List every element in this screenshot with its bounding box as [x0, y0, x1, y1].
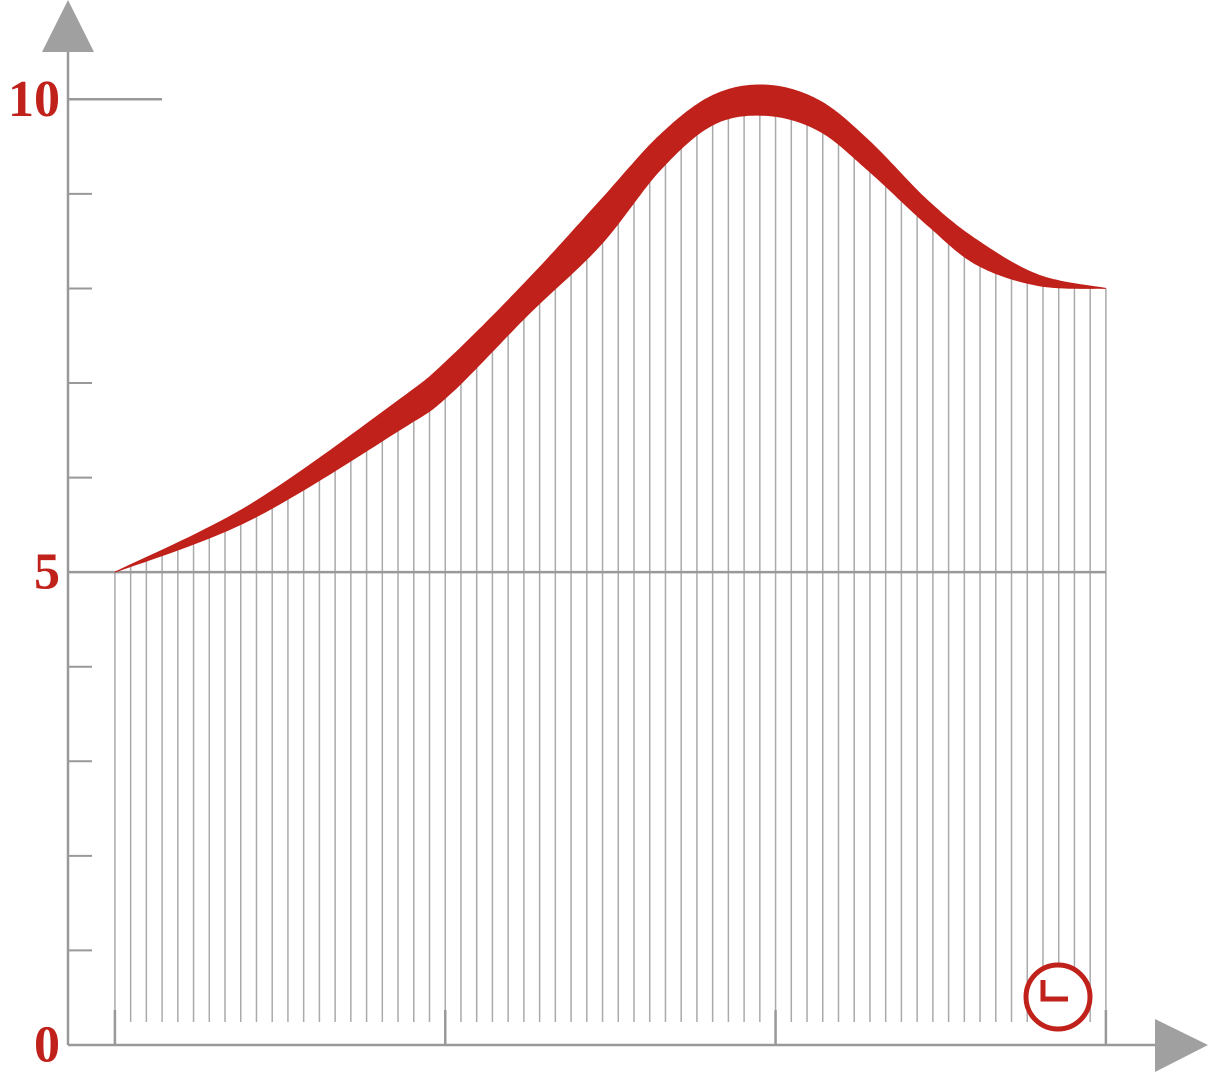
clock-hands — [1040, 980, 1068, 1002]
clock-icon — [1023, 962, 1093, 1032]
curve-band — [114, 84, 1106, 573]
y-axis-arrow — [42, 0, 94, 52]
x-axis-arrow — [1155, 1019, 1208, 1072]
y-tick-label: 0 — [34, 1017, 60, 1072]
y-tick-label: 5 — [34, 544, 60, 601]
y-tick-label: 10 — [8, 71, 60, 128]
hatch — [114, 115, 1107, 1045]
